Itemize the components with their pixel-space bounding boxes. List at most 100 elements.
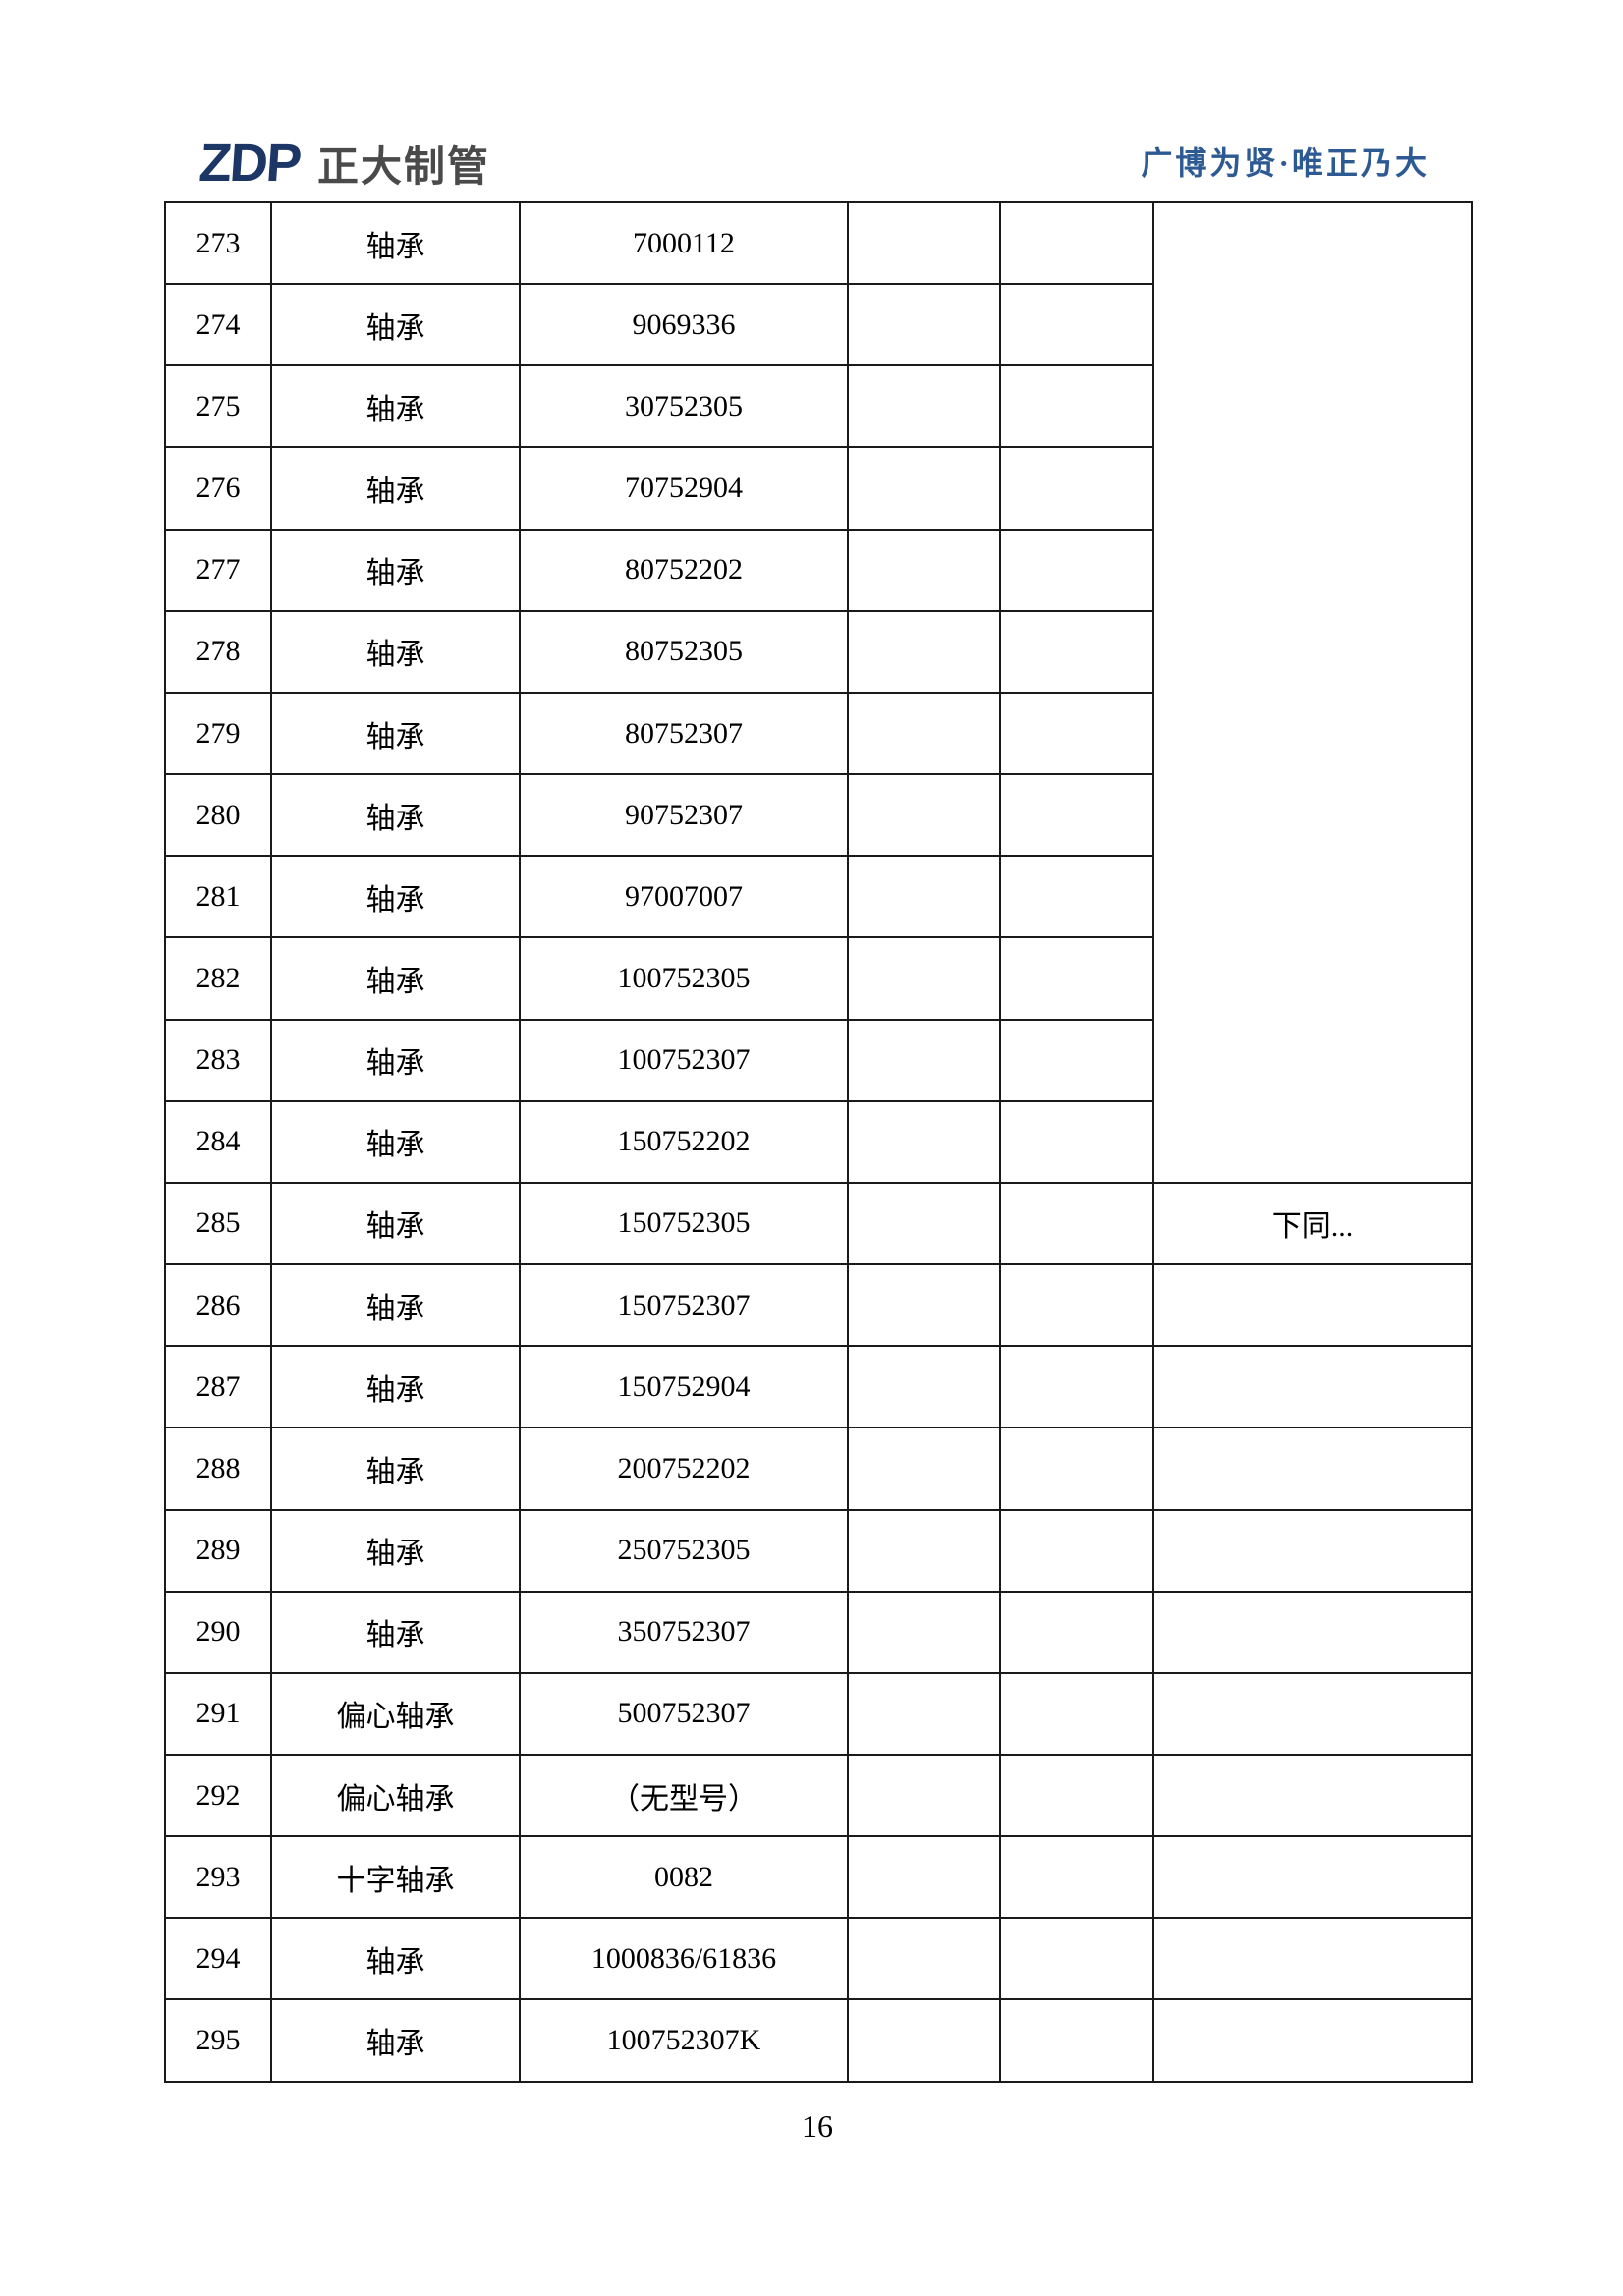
blank-cell-2 [999,1671,1154,1756]
blank-cell-2 [999,446,1154,531]
model-cell: 30752305 [519,364,849,449]
blank-cell-1 [847,1917,1001,2001]
model-cell: 70752904 [519,446,849,531]
model-cell: 100752305 [519,936,849,1021]
model-cell: 100752307K [519,1998,849,2083]
model-cell: （无型号） [519,1753,849,1838]
model-cell: 80752202 [519,528,849,612]
row-number-cell: 289 [164,1508,272,1593]
remark-cell [1152,1753,1473,1838]
blank-cell-2 [999,1753,1154,1838]
row-number-cell: 294 [164,1917,272,2001]
table-row: 274 轴承 9069336 [164,283,1472,367]
table-row: 275 轴承 30752305 [164,364,1472,449]
table-row: 279 轴承 80752307 [164,691,1472,776]
model-cell: 0082 [519,1835,849,1920]
blank-cell-1 [847,1590,1001,1674]
blank-cell-1 [847,528,1001,612]
zdp-logo-text: ZDP [196,134,303,193]
row-number-cell: 284 [164,1099,272,1184]
model-cell: 150752307 [519,1263,849,1348]
model-cell: 1000836/61836 [519,1917,849,2001]
table-row: 293 十字轴承 0082 [164,1835,1473,1920]
table-row: 284 轴承 150752202 [164,1099,1472,1184]
blank-cell-2 [999,691,1154,776]
table-row: 287 轴承 150752904 [164,1345,1473,1429]
part-name-cell: 轴承 [270,691,521,776]
table-row: 292 偏心轴承 （无型号） [164,1753,1473,1838]
part-name-cell: 偏心轴承 [270,1753,521,1838]
model-cell: 9069336 [519,283,849,367]
page-number: 16 [802,2108,833,2144]
table-row: 278 轴承 80752305 [164,609,1472,694]
blank-cell-1 [847,1018,1001,1102]
blank-cell-1 [847,1181,1001,1266]
blank-cell-1 [847,1345,1001,1429]
part-name-cell: 轴承 [270,1018,521,1102]
row-number-cell: 278 [164,609,272,694]
blank-cell-1 [847,1671,1001,1756]
remark-cell [1152,1671,1473,1756]
model-cell: 97007007 [519,855,849,939]
table-row: 291 偏心轴承 500752307 [164,1671,1473,1756]
table-row: 288 轴承 200752202 [164,1427,1473,1511]
blank-cell-2 [999,1018,1154,1102]
row-number-cell: 291 [164,1671,272,1756]
blank-cell-1 [847,283,1001,367]
model-cell: 90752307 [519,773,849,858]
blank-cell-2 [999,1998,1154,2083]
table-row: 294 轴承 1000836/61836 [164,1917,1473,2001]
blank-cell-1 [847,1263,1001,1348]
row-number-cell: 279 [164,691,272,776]
remark-cell [1152,1263,1473,1348]
part-name-cell: 轴承 [270,200,521,286]
model-cell: 150752305 [519,1181,849,1266]
blank-cell-2 [999,200,1154,286]
part-name-cell: 轴承 [270,609,521,694]
row-number-cell: 277 [164,528,272,612]
remark-cell [1152,1345,1473,1429]
blank-cell-1 [847,1835,1001,1920]
row-number-cell: 276 [164,446,272,531]
remark-cell [1152,1427,1473,1511]
blank-cell-2 [999,609,1154,694]
part-name-cell: 轴承 [270,1590,521,1674]
row-number-cell: 283 [164,1018,272,1102]
blank-cell-1 [847,773,1001,858]
blank-cell-1 [847,446,1001,531]
model-cell: 80752307 [519,691,849,776]
blank-cell-1 [847,1998,1001,2083]
blank-cell-2 [999,283,1154,367]
blank-cell-2 [999,1345,1154,1429]
blank-cell-1 [847,364,1001,449]
table-row: 286 轴承 150752307 [164,1263,1473,1348]
table-row: 290 轴承 350752307 [164,1590,1473,1674]
blank-cell-2 [999,936,1154,1021]
blank-cell-1 [847,936,1001,1021]
remark-cell [1152,1590,1473,1674]
blank-cell-1 [847,691,1001,776]
part-name-cell: 轴承 [270,1917,521,2001]
blank-cell-1 [847,855,1001,939]
blank-cell-2 [999,1099,1154,1184]
table-row: 282 轴承 100752305 [164,936,1472,1021]
row-number-cell: 290 [164,1590,272,1674]
row-number-cell: 292 [164,1753,272,1838]
remark-cell: 下同... [1152,1181,1473,1266]
row-number-cell: 280 [164,773,272,858]
table-row: 283 轴承 100752307 [164,1018,1472,1102]
blank-cell-2 [999,1181,1154,1266]
remark-cell [1152,1917,1473,2001]
blank-cell-2 [999,364,1154,449]
blank-cell-1 [847,1508,1001,1593]
company-logo: ZDP 正大制管 [196,134,490,193]
table-row: 277 轴承 80752202 [164,528,1472,612]
model-cell: 100752307 [519,1018,849,1102]
part-name-cell: 轴承 [270,1181,521,1266]
table-row: 280 轴承 90752307 [164,773,1472,858]
part-name-cell: 轴承 [270,446,521,531]
part-name-cell: 轴承 [270,855,521,939]
remark-cell [1152,1998,1473,2083]
part-name-cell: 偏心轴承 [270,1671,521,1756]
